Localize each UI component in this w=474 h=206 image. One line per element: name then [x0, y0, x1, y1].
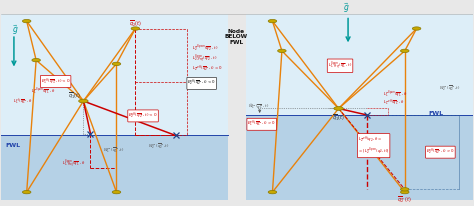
- Text: $\overline{q}_2(t)$: $\overline{q}_2(t)$: [129, 19, 142, 29]
- Text: $L_{2,Proj}^{Span}(\overline{q}_2^-,t)$: $L_{2,Proj}^{Span}(\overline{q}_2^-,t)$: [192, 52, 218, 64]
- Text: $L_2^{-eff}(q_2,t)=$
$=|L_2^{-Span}(q_2,t)|$: $L_2^{-eff}(q_2,t)=$ $=|L_2^{-Span}(q_2,…: [358, 134, 390, 157]
- Bar: [0, 135, 228, 200]
- Text: $E_1^{eff}(\overline{q}_1^-,t)>0$: $E_1^{eff}(\overline{q}_1^-,t)>0$: [247, 119, 276, 130]
- Text: $\vec{g}$: $\vec{g}$: [11, 23, 18, 37]
- Text: $W_1^-(\overline{q}_1^-,t)$: $W_1^-(\overline{q}_1^-,t)$: [103, 146, 125, 154]
- Circle shape: [79, 99, 88, 103]
- Text: $L_1^{-Span}(\overline{q}_1^-,t)$: $L_1^{-Span}(\overline{q}_1^-,t)$: [31, 85, 56, 97]
- Text: $\vec{g}$: $\vec{g}$: [343, 1, 350, 15]
- Text: $L_1^{-eff}(\overline{q}_1^-,t)$: $L_1^{-eff}(\overline{q}_1^-,t)$: [383, 98, 404, 109]
- Circle shape: [278, 49, 286, 53]
- Circle shape: [112, 62, 121, 66]
- Circle shape: [131, 27, 140, 30]
- Circle shape: [412, 27, 421, 30]
- Circle shape: [22, 191, 31, 194]
- Text: $E_2^{eff}(\overline{q}_2^-,t)>0$: $E_2^{eff}(\overline{q}_2^-,t)>0$: [426, 147, 455, 158]
- Text: $E_1^{eff}(\overline{q}_1^-,t)<0$: $E_1^{eff}(\overline{q}_1^-,t)<0$: [41, 76, 70, 87]
- Text: $E_2^{eff}(\overline{q}_2^-,t)<0$: $E_2^{eff}(\overline{q}_2^-,t)<0$: [187, 78, 216, 89]
- Bar: [0, 14, 228, 200]
- Text: FWL: FWL: [428, 111, 444, 116]
- Circle shape: [401, 191, 409, 194]
- Text: $W_2^-(\overline{q}_2^-,t)$: $W_2^-(\overline{q}_2^-,t)$: [439, 85, 461, 93]
- Text: $L_{1,Proj}^{Span}(\overline{q}_1^-,t)$: $L_{1,Proj}^{Span}(\overline{q}_1^-,t)$: [62, 157, 86, 170]
- Text: $\hat{W}_1^-(\overline{q}_1^-,t)$: $\hat{W}_1^-(\overline{q}_1^-,t)$: [248, 103, 269, 112]
- Text: $L_2^{-eff}(\overline{q}_2^-,t)=0$: $L_2^{-eff}(\overline{q}_2^-,t)=0$: [192, 64, 223, 75]
- Circle shape: [268, 191, 277, 194]
- Circle shape: [268, 19, 277, 23]
- Text: $W_2^-(\overline{q}_2^-,t)$: $W_2^-(\overline{q}_2^-,t)$: [148, 142, 170, 151]
- Text: $L_2^{-Span}(\overline{q}_2^-,t)$: $L_2^{-Span}(\overline{q}_2^-,t)$: [192, 42, 219, 54]
- Text: $\overline{q}_2^-(t)$: $\overline{q}_2^-(t)$: [397, 195, 412, 205]
- Circle shape: [32, 59, 40, 62]
- Bar: [246, 115, 474, 200]
- Bar: [246, 14, 474, 200]
- Text: $\overline{q}_1(t)$: $\overline{q}_1(t)$: [332, 114, 345, 123]
- Text: $E_2^{eff}(\overline{q}_2^-,t)<0$: $E_2^{eff}(\overline{q}_2^-,t)<0$: [128, 110, 158, 121]
- Text: Node
BELOW
FWL: Node BELOW FWL: [225, 29, 248, 45]
- Text: $\overline{q}_1(t)$: $\overline{q}_1(t)$: [68, 92, 81, 101]
- Text: $L_{1,Proj}^{Span}(\overline{q}_1^-,t)$: $L_{1,Proj}^{Span}(\overline{q}_1^-,t)$: [328, 60, 352, 72]
- Circle shape: [22, 19, 31, 23]
- Circle shape: [401, 188, 409, 191]
- Circle shape: [334, 107, 343, 110]
- Text: $L_1^{-Span}(\overline{q}_1^-,t)$: $L_1^{-Span}(\overline{q}_1^-,t)$: [383, 89, 408, 101]
- Circle shape: [401, 49, 409, 53]
- Circle shape: [112, 191, 121, 194]
- Text: $L_1^{eff}(\overline{q}_1^-,t)$: $L_1^{eff}(\overline{q}_1^-,t)$: [12, 96, 32, 108]
- Text: FWL: FWL: [5, 143, 20, 148]
